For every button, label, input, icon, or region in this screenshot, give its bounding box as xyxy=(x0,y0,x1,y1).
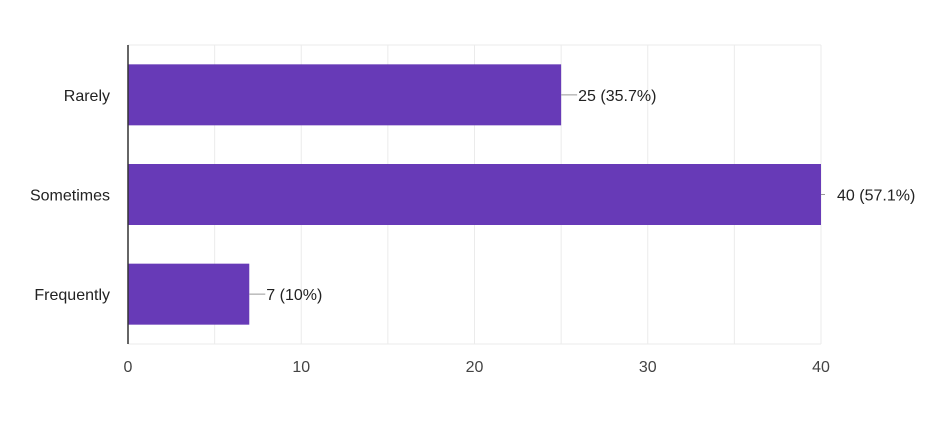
x-tick-label: 30 xyxy=(639,359,657,376)
x-tick-label: 0 xyxy=(124,359,133,376)
category-label: Sometimes xyxy=(30,188,110,205)
bar-frequently xyxy=(128,263,250,325)
category-label: Rarely xyxy=(64,88,110,105)
data-label: 40 (57.1%) xyxy=(837,188,915,205)
category-label: Frequently xyxy=(34,287,110,304)
x-tick-label: 20 xyxy=(466,359,484,376)
data-label: 7 (10%) xyxy=(266,287,322,304)
x-tick-label: 10 xyxy=(292,359,310,376)
bar-rarely xyxy=(128,64,562,126)
x-tick-label: 40 xyxy=(812,359,830,376)
bar-sometimes xyxy=(128,164,821,225)
data-label: 25 (35.7%) xyxy=(578,88,656,105)
